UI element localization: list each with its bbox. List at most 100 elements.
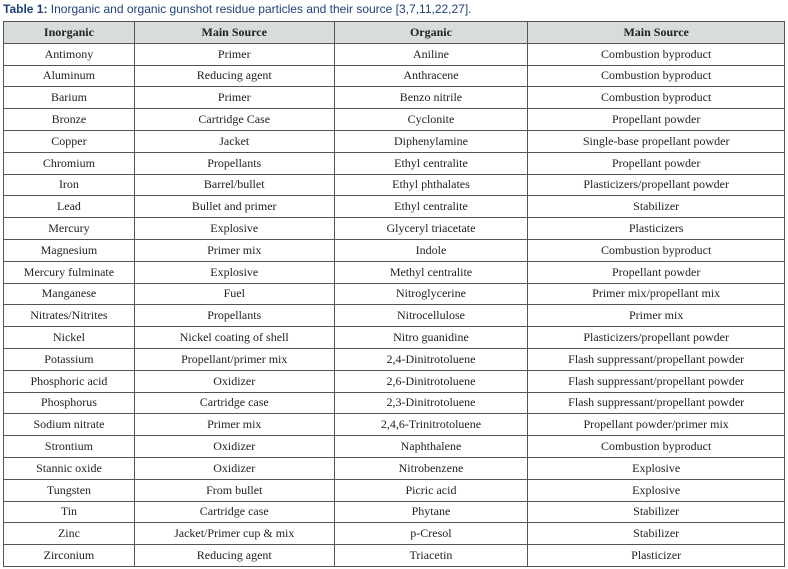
organic-source-cell: Propellant powder	[527, 260, 785, 284]
organic-cell: 2,3-Dinitrotoluene	[333, 391, 529, 415]
inorganic-source-cell: From bullet	[133, 478, 335, 502]
header-main-source-organic: Main Source	[527, 21, 785, 44]
organic-source-cell: Flash suppressant/propellant powder	[527, 347, 785, 371]
inorganic-cell: Nickel	[3, 326, 135, 349]
header-main-source-inorganic: Main Source	[133, 21, 335, 44]
organic-source-cell: Plasticizers	[527, 217, 785, 240]
table-row: Nitrates/Nitrites Propellants Nitrocellulo…	[3, 304, 785, 328]
table-row: Manganese Fuel Nitroglycerine Primer mix/pr…	[3, 282, 785, 306]
organic-cell: 2,4-Dinitrotoluene	[333, 347, 529, 371]
organic-source-cell: Explosive	[527, 478, 785, 502]
organic-cell: Ethyl centralite	[333, 195, 529, 219]
organic-cell: Ethyl centralite	[333, 151, 529, 175]
organic-source-cell: Combustion byproduct	[527, 86, 785, 110]
inorganic-source-cell: Propellant/primer mix	[133, 347, 335, 371]
inorganic-source-cell: Cartridge Case	[133, 108, 335, 131]
table-row: Chromium Propellants Ethyl centralite Prope…	[3, 151, 785, 175]
inorganic-source-cell: Cartridge case	[133, 500, 335, 524]
table-row: Zinc Jacket/Primer cup & mix p-Cresol Stabi…	[3, 522, 785, 546]
organic-source-cell: Plasticizers/propellant powder	[527, 173, 785, 197]
organic-source-cell: Primer mix/propellant mix	[527, 282, 785, 306]
inorganic-cell: Tin	[3, 500, 135, 524]
organic-source-cell: Flash suppressant/propellant powder	[527, 391, 785, 415]
inorganic-cell: Mercury	[3, 217, 135, 240]
table-row: Phosphorus Cartridge case 2,3-Dinitrotolue…	[3, 391, 785, 415]
inorganic-source-cell: Nickel coating of shell	[133, 326, 335, 349]
table-row: Magnesium Primer mix Indole Combustion bypr…	[3, 238, 785, 262]
organic-source-cell: Propellant powder/primer mix	[527, 413, 785, 437]
inorganic-source-cell: Propellants	[133, 151, 335, 175]
inorganic-cell: Aluminum	[3, 64, 135, 88]
header-inorganic: Inorganic	[3, 21, 135, 44]
organic-cell: Naphthalene	[333, 435, 529, 458]
inorganic-source-cell: Primer	[133, 42, 335, 66]
inorganic-cell: Chromium	[3, 151, 135, 175]
inorganic-source-cell: Jacket	[133, 129, 335, 153]
table-row: Antimony Primer Aniline Combustion byproduc…	[3, 42, 785, 66]
inorganic-source-cell: Oxidizer	[133, 456, 335, 480]
header-row: Inorganic Main Source Organic Main Sourc…	[3, 21, 785, 44]
organic-cell: Glyceryl triacetate	[333, 217, 529, 240]
organic-cell: Benzo nitrile	[333, 86, 529, 110]
table-row: Sodium nitrate Primer mix 2,4,6-Trinitroto…	[3, 413, 785, 437]
inorganic-cell: Phosphorus	[3, 391, 135, 415]
inorganic-source-cell: Explosive	[133, 217, 335, 240]
organic-source-cell: Stabilizer	[527, 195, 785, 219]
inorganic-cell: Zinc	[3, 522, 135, 546]
inorganic-cell: Zirconium	[3, 544, 135, 567]
inorganic-cell: Copper	[3, 129, 135, 153]
table-row: Barium Primer Benzo nitrile Combustion bypr…	[3, 86, 785, 110]
table-row: Iron Barrel/bullet Ethyl phthalates Plastic…	[3, 173, 785, 197]
inorganic-cell: Sodium nitrate	[3, 413, 135, 437]
organic-source-cell: Explosive	[527, 456, 785, 480]
organic-source-cell: Propellant powder	[527, 108, 785, 131]
organic-source-cell: Primer mix	[527, 304, 785, 328]
inorganic-cell: Nitrates/Nitrites	[3, 304, 135, 328]
table-row: Strontium Oxidizer Naphthalene Combustion b…	[3, 435, 785, 458]
table-row: Lead Bullet and primer Ethyl centralite Sta…	[3, 195, 785, 219]
header-organic: Organic	[333, 21, 529, 44]
inorganic-source-cell: Oxidizer	[133, 435, 335, 458]
inorganic-cell: Iron	[3, 173, 135, 197]
inorganic-cell: Magnesium	[3, 238, 135, 262]
organic-cell: Cyclonite	[333, 108, 529, 131]
table-caption: Table 1: Inorganic and organic gunshot r…	[3, 2, 472, 16]
table-row: Mercury Explosive Glyceryl triacetate Plast…	[3, 217, 785, 240]
table-row: Copper Jacket Diphenylamine Single-base pro…	[3, 129, 785, 153]
organic-cell: Ethyl phthalates	[333, 173, 529, 197]
organic-cell: Diphenylamine	[333, 129, 529, 153]
inorganic-source-cell: Primer	[133, 86, 335, 110]
organic-cell: Indole	[333, 238, 529, 262]
organic-source-cell: Single-base propellant powder	[527, 129, 785, 153]
inorganic-cell: Tungsten	[3, 478, 135, 502]
organic-cell: Phytane	[333, 500, 529, 524]
organic-cell: Nitrobenzene	[333, 456, 529, 480]
inorganic-cell: Potassium	[3, 347, 135, 371]
inorganic-source-cell: Primer mix	[133, 238, 335, 262]
organic-cell: Picric acid	[333, 478, 529, 502]
inorganic-cell: Strontium	[3, 435, 135, 458]
organic-source-cell: Flash suppressant/propellant powder	[527, 369, 785, 393]
inorganic-source-cell: Barrel/bullet	[133, 173, 335, 197]
organic-source-cell: Combustion byproduct	[527, 238, 785, 262]
table-row: Mercury fulminate Explosive Methyl central…	[3, 260, 785, 284]
organic-source-cell: Combustion byproduct	[527, 435, 785, 458]
inorganic-source-cell: Oxidizer	[133, 369, 335, 393]
organic-source-cell: Combustion byproduct	[527, 64, 785, 88]
inorganic-cell: Manganese	[3, 282, 135, 306]
organic-source-cell: Propellant powder	[527, 151, 785, 175]
organic-source-cell: Stabilizer	[527, 522, 785, 546]
inorganic-source-cell: Fuel	[133, 282, 335, 306]
inorganic-cell: Stannic oxide	[3, 456, 135, 480]
table-row: Nickel Nickel coating of shell Nitro guani…	[3, 326, 785, 349]
inorganic-source-cell: Jacket/Primer cup & mix	[133, 522, 335, 546]
inorganic-source-cell: Primer mix	[133, 413, 335, 437]
inorganic-cell: Mercury fulminate	[3, 260, 135, 284]
gsr-table: Inorganic Main Source Organic Main Sourc…	[3, 21, 785, 567]
organic-source-cell: Plasticizer	[527, 544, 785, 567]
inorganic-cell: Barium	[3, 86, 135, 110]
organic-cell: Methyl centralite	[333, 260, 529, 284]
inorganic-cell: Lead	[3, 195, 135, 219]
organic-source-cell: Combustion byproduct	[527, 42, 785, 66]
table-row: Tungsten From bullet Picric acid Explosive	[3, 478, 785, 502]
